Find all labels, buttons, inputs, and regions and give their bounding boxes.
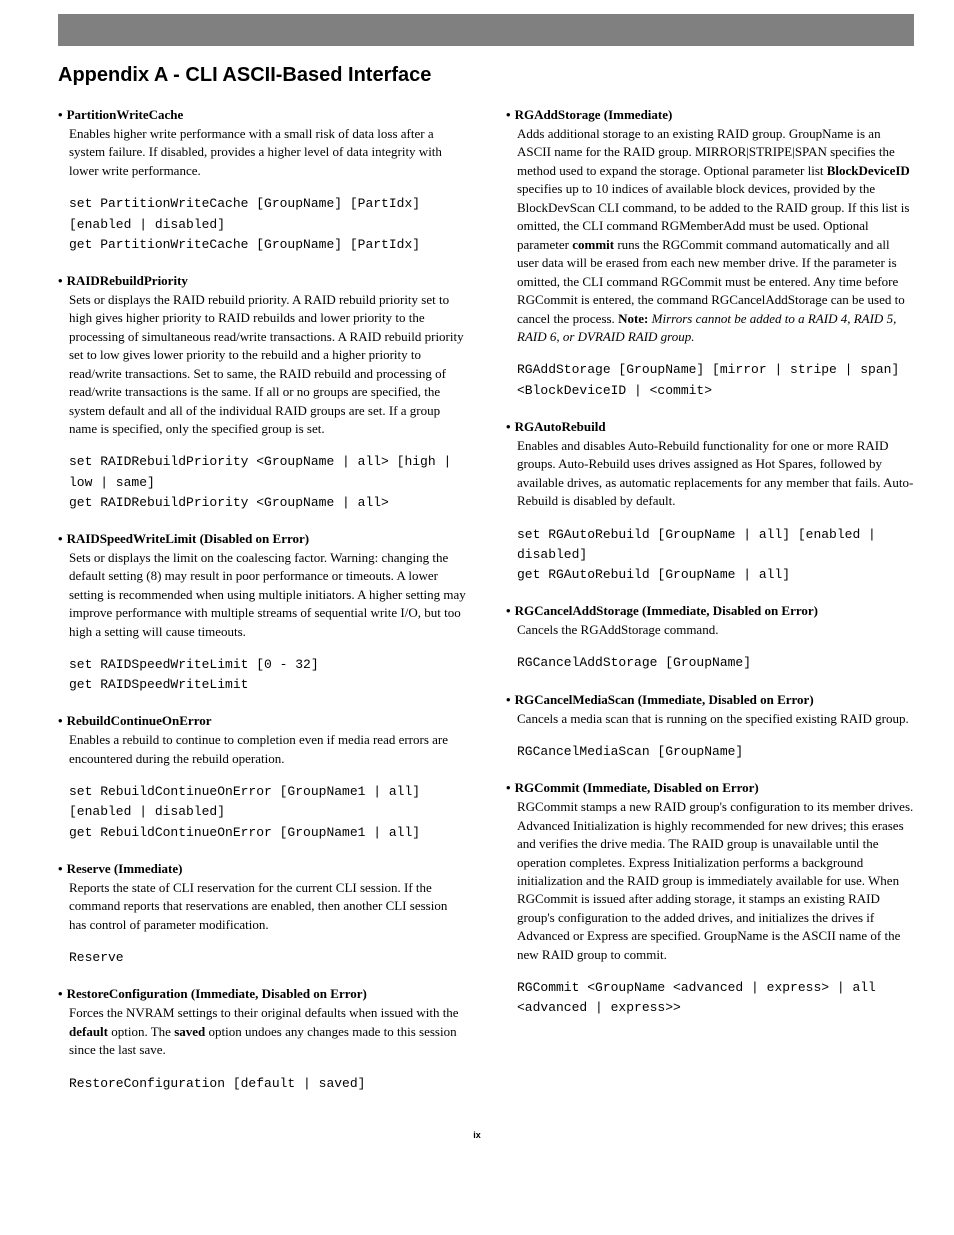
bullet-icon: • <box>506 419 511 435</box>
entry-code: set RGAutoRebuild [GroupName | all] [ena… <box>517 525 914 585</box>
bullet-icon: • <box>58 107 63 123</box>
right-column: •RGAddStorage (Immediate)Adds additional… <box>506 107 914 1112</box>
entry-description: Adds additional storage to an existing R… <box>517 125 914 346</box>
entry-title: RebuildContinueOnError <box>67 713 212 729</box>
entry-code: set RebuildContinueOnError [GroupName1 |… <box>69 782 466 842</box>
entry-head: •Reserve (Immediate) <box>58 861 466 877</box>
cli-entry: •RGCancelMediaScan (Immediate, Disabled … <box>506 692 914 763</box>
entry-code: RGCancelAddStorage [GroupName] <box>517 653 914 673</box>
entry-title: RGAutoRebuild <box>515 419 606 435</box>
cli-entry: •RGAddStorage (Immediate) Adds additional… <box>506 107 914 401</box>
entry-title: RGCancelMediaScan (Immediate, Disabled o… <box>515 692 814 708</box>
entry-description: Sets or displays the limit on the coales… <box>69 549 466 641</box>
cli-entry: •RGCommit (Immediate, Disabled on Error)… <box>506 780 914 1018</box>
entry-description: Cancels the RGAddStorage command. <box>517 621 914 639</box>
cli-entry: •RGCancelAddStorage (Immediate, Disabled… <box>506 603 914 674</box>
cli-entry: •RestoreConfiguration (Immediate, Disabl… <box>58 986 466 1094</box>
cli-entry: •RAIDRebuildPriority Sets or displays the… <box>58 273 466 513</box>
entry-head: •RGCommit (Immediate, Disabled on Error) <box>506 780 914 796</box>
bullet-icon: • <box>58 861 63 877</box>
header-bar <box>58 14 914 46</box>
entry-description: Reports the state of CLI reservation for… <box>69 879 466 934</box>
entry-code: set RAIDSpeedWriteLimit [0 - 32] get RAI… <box>69 655 466 695</box>
bullet-icon: • <box>506 107 511 123</box>
entry-head: •RAIDSpeedWriteLimit (Disabled on Error) <box>58 531 466 547</box>
bullet-icon: • <box>506 603 511 619</box>
entry-code: RGCancelMediaScan [GroupName] <box>517 742 914 762</box>
cli-entry: •Reserve (Immediate) Reports the state of… <box>58 861 466 969</box>
entry-head: •RGAutoRebuild <box>506 419 914 435</box>
bullet-icon: • <box>58 531 63 547</box>
entry-head: •RestoreConfiguration (Immediate, Disabl… <box>58 986 466 1002</box>
cli-entry: •RebuildContinueOnError Enables a rebuild… <box>58 713 466 842</box>
entry-code: RGAddStorage [GroupName] [mirror | strip… <box>517 360 914 400</box>
entry-head: •RGCancelMediaScan (Immediate, Disabled … <box>506 692 914 708</box>
entry-code: RestoreConfiguration [default | saved] <box>69 1074 466 1094</box>
entry-title: PartitionWriteCache <box>67 107 184 123</box>
bullet-icon: • <box>58 986 63 1002</box>
page-title: Appendix A - CLI ASCII-Based Interface <box>58 64 954 87</box>
entry-head: •PartitionWriteCache <box>58 107 466 123</box>
bullet-icon: • <box>58 713 63 729</box>
entry-head: •RebuildContinueOnError <box>58 713 466 729</box>
left-column: •PartitionWriteCacheEnables higher write… <box>58 107 466 1112</box>
entry-title: RestoreConfiguration (Immediate, Disable… <box>67 986 367 1002</box>
entry-title: RGCancelAddStorage (Immediate, Disabled … <box>515 603 818 619</box>
entry-head: •RGCancelAddStorage (Immediate, Disabled… <box>506 603 914 619</box>
entry-description: Enables higher write performance with a … <box>69 125 466 180</box>
entry-title: RAIDSpeedWriteLimit (Disabled on Error) <box>67 531 310 547</box>
bullet-icon: • <box>506 780 511 796</box>
entry-description: Enables and disables Auto-Rebuild functi… <box>517 437 914 511</box>
entry-code: set PartitionWriteCache [GroupName] [Par… <box>69 194 466 254</box>
bullet-icon: • <box>58 273 63 289</box>
cli-entry: •RAIDSpeedWriteLimit (Disabled on Error)… <box>58 531 466 696</box>
entry-head: •RAIDRebuildPriority <box>58 273 466 289</box>
entry-code: set RAIDRebuildPriority <GroupName | all… <box>69 452 466 512</box>
entry-title: RGAddStorage (Immediate) <box>515 107 673 123</box>
entry-description: Cancels a media scan that is running on … <box>517 710 914 728</box>
entry-description: Sets or displays the RAID rebuild priori… <box>69 291 466 439</box>
bullet-icon: • <box>506 692 511 708</box>
entry-head: •RGAddStorage (Immediate) <box>506 107 914 123</box>
cli-entry: •RGAutoRebuild Enables and disables Auto-… <box>506 419 914 585</box>
entry-description: Forces the NVRAM settings to their origi… <box>69 1004 466 1059</box>
entry-title: RAIDRebuildPriority <box>67 273 188 289</box>
page-number: ix <box>0 1130 954 1160</box>
entry-description: RGCommit stamps a new RAID group's confi… <box>517 798 914 964</box>
entry-description: Enables a rebuild to continue to complet… <box>69 731 466 768</box>
entry-title: Reserve (Immediate) <box>67 861 183 877</box>
entry-code: RGCommit <GroupName <advanced | express>… <box>517 978 914 1018</box>
content-columns: •PartitionWriteCacheEnables higher write… <box>0 107 954 1112</box>
entry-title: RGCommit (Immediate, Disabled on Error) <box>515 780 759 796</box>
entry-code: Reserve <box>69 948 466 968</box>
cli-entry: •PartitionWriteCache Enables higher write… <box>58 107 466 255</box>
